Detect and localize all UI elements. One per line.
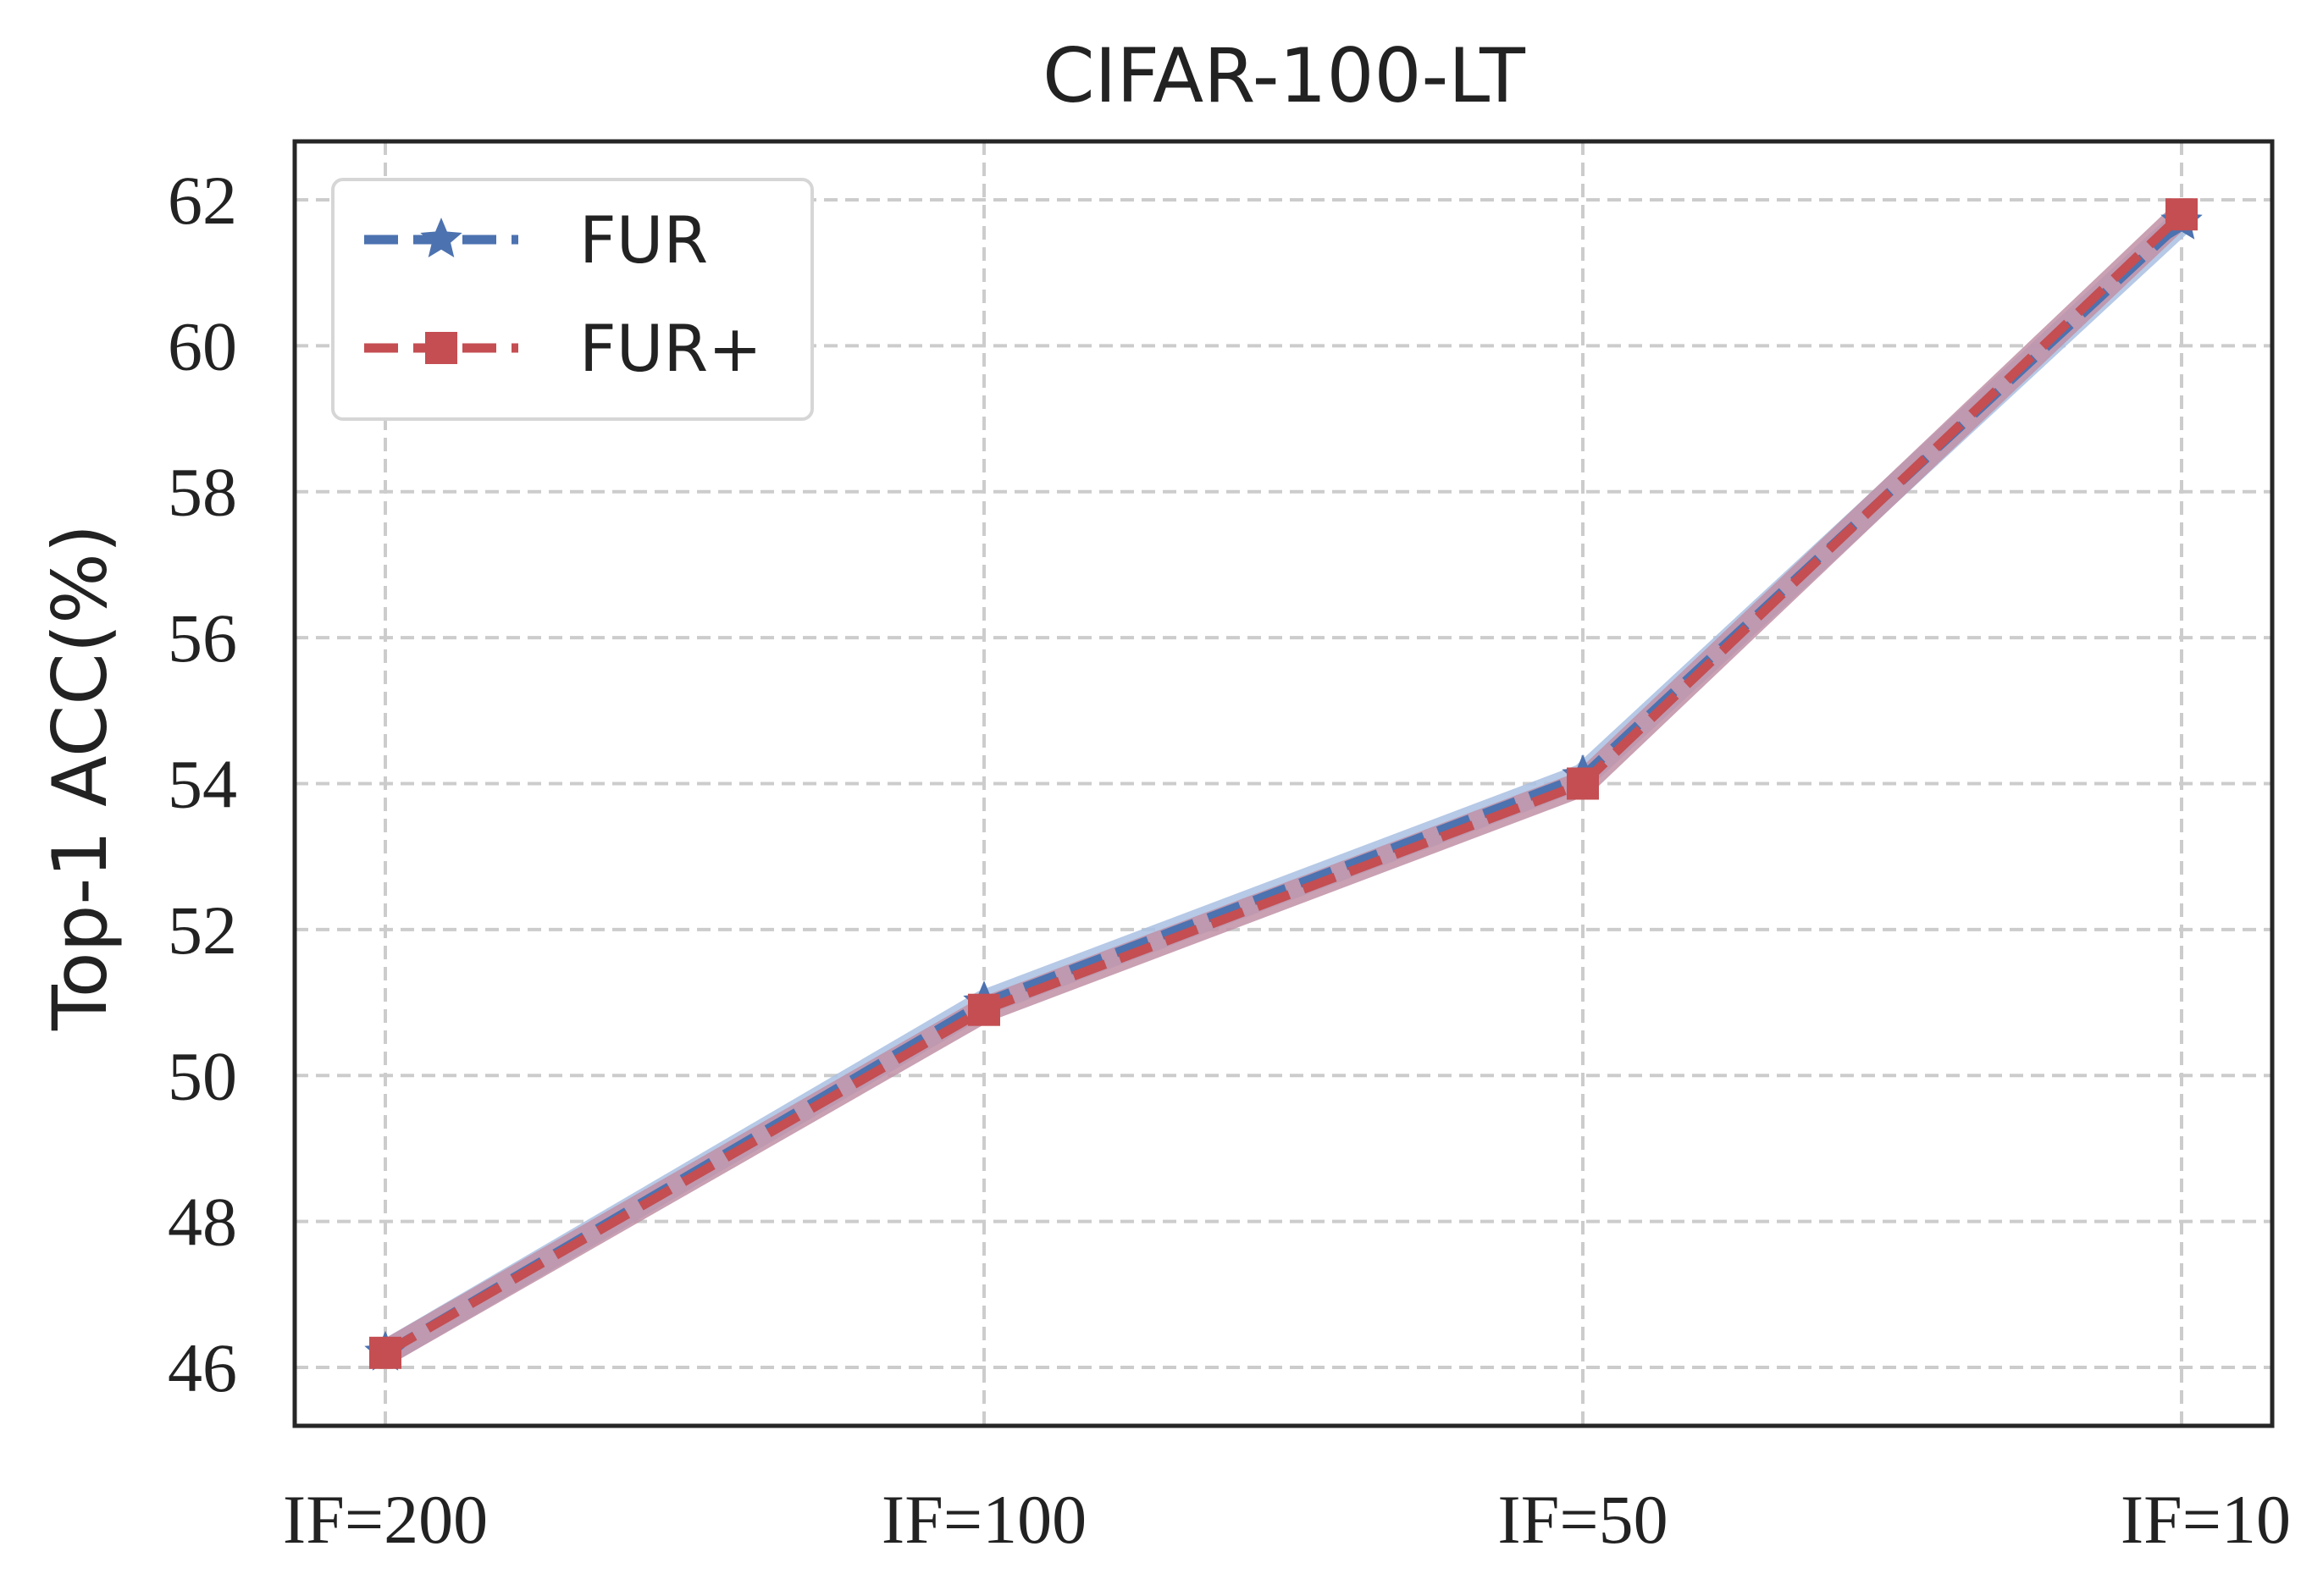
plot-frame (292, 139, 2275, 1428)
chart-title: CIFAR-100-LT (1043, 32, 1526, 119)
y-tick-label: 48 (168, 1184, 237, 1261)
y-tick-label: 52 (168, 892, 237, 969)
series-line-FUR+ (383, 211, 2185, 1357)
y-tick-label: 58 (168, 454, 237, 531)
y-tick-label: 46 (168, 1329, 237, 1406)
data-point-FUR+ (1567, 767, 1599, 800)
y-ticks: 46 48 50 52 54 56 58 60 62 (168, 162, 237, 1406)
y-tick-label: 62 (168, 162, 237, 239)
x-ticks: IF=200 IF=100 IF=50 IF=10 (283, 1481, 2291, 1558)
legend-marker-FUR (420, 218, 462, 257)
y-tick-label: 50 (168, 1037, 237, 1114)
data-point-FUR+ (2165, 198, 2198, 231)
legend: FUR FUR+ (331, 178, 814, 421)
y-axis-label: Top-1 ACC(%) (36, 524, 124, 1031)
y-tick-label: 60 (168, 307, 237, 384)
x-tick-label: IF=200 (283, 1481, 488, 1558)
data-point-FUR+ (968, 993, 1000, 1026)
y-tick-label: 54 (168, 746, 237, 823)
legend-label-FUR: FUR (579, 202, 708, 278)
x-tick-label: IF=50 (1497, 1481, 1668, 1558)
legend-label-FUR+: FUR+ (579, 311, 762, 386)
series-layer (364, 198, 2203, 1371)
x-tick-label: IF=10 (2121, 1481, 2291, 1558)
x-tick-label: IF=100 (882, 1481, 1087, 1558)
y-tick-label: 56 (168, 599, 237, 677)
legend-marker-FUR+ (425, 332, 457, 364)
data-point-FUR+ (369, 1336, 401, 1369)
